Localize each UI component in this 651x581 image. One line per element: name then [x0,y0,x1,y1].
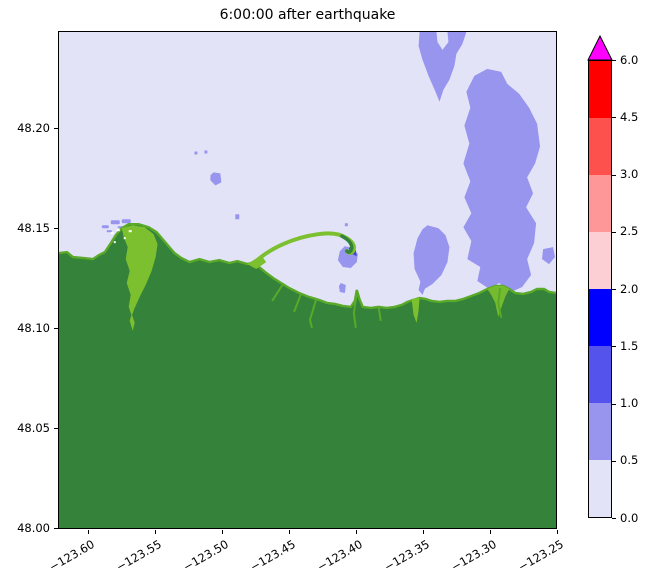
x-tick-label: −123.60 [46,537,97,575]
y-tick-label: 48.10 [17,320,50,335]
y-tick-mark [54,228,58,230]
y-tick-label: 48.00 [17,520,50,535]
colorbar-tick-label: 1.5 [620,338,639,353]
colorbar [588,60,612,518]
wave-speck-headland [106,230,112,233]
wave-patch-eastern-fragment [542,247,556,265]
colorbar-extend-triangle [587,35,613,61]
colorbar-tick-mark [612,518,616,520]
x-tick-label: −123.25 [515,537,566,575]
colorbar-tick-label: 1.0 [620,396,639,410]
colorbar-tick-label: 0.5 [620,453,639,468]
wave-speck-headland [117,226,124,229]
colorbar-segment [589,403,611,460]
x-tick-label: −123.50 [180,537,231,575]
colorbar-tick-mark [612,60,616,62]
x-tick-label: −123.40 [314,537,365,575]
wave-patch-small-offshore [210,172,222,186]
stream-finger [293,293,302,313]
wave-patch-large-eastern-plume [463,68,541,293]
colorbar-segment [589,289,611,346]
x-tick-mark [490,530,492,534]
sand-spit-hook [340,234,354,254]
stream-finger [308,299,317,329]
colorbar-tick-mark [612,231,616,233]
wave-speck [235,214,240,220]
wave-speck [344,223,348,227]
coastline-fringe [59,223,556,310]
x-tick-mark [356,530,358,534]
colorbar-tick-mark [612,460,616,462]
y-tick-mark [54,328,58,330]
stream-finger [497,287,503,319]
x-tick-mark [88,530,90,534]
wave-patch-north-channel-plume [418,32,467,102]
x-tick-mark [222,530,224,534]
colorbar-segment [589,232,611,289]
stream-finger [377,307,382,321]
colorbar-segment [589,346,611,403]
map-plot-area [58,31,557,529]
colorbar-tick-label: 2.5 [620,224,639,239]
y-tick-mark [54,128,58,130]
wave-patch-mid-bay-tail [418,280,426,295]
delta-tail [129,313,135,331]
white-speck [116,229,120,232]
wave-speck-headland [121,219,131,224]
x-tick-label: −123.45 [247,537,298,575]
colorbar-tick-mark [612,403,616,405]
stream-finger [271,283,284,302]
white-speck [123,237,126,240]
x-tick-mark [423,530,425,534]
wave-speck [194,151,198,155]
x-tick-label: −123.55 [113,537,164,575]
map-canvas [59,32,556,528]
stream-light [411,297,420,323]
colorbar-tick-mark [612,174,616,176]
colorbar-tick-label: 6.0 [620,52,639,67]
x-tick-mark [155,530,157,534]
white-speck [128,230,132,233]
wave-speck-headland [101,225,109,229]
wave-speck-headland [110,220,120,225]
colorbar-tick-mark [612,289,616,291]
colorbar-tick-label: 3.0 [620,167,639,181]
x-tick-label: −123.30 [448,537,499,575]
y-tick-mark [54,528,58,530]
plot-title: 6:00:00 after earthquake [219,7,396,23]
colorbar-segment [589,61,611,118]
colorbar-tick-mark [612,117,616,119]
colorbar-tick-mark [612,346,616,348]
stream-finger [352,293,358,328]
y-tick-label: 48.15 [17,220,50,235]
colorbar-segment [589,118,611,175]
y-tick-label: 48.20 [17,120,50,135]
x-tick-mark [557,530,559,534]
wave-patch-mid-bay [413,225,450,289]
white-speck [113,241,116,244]
white-speck [110,232,114,235]
y-tick-label: 48.05 [17,420,50,435]
colorbar-segment [589,460,611,517]
colorbar-segment [589,175,611,232]
colorbar-tick-label: 0.0 [620,510,639,525]
x-tick-mark [289,530,291,534]
wave-speck [204,150,208,154]
delta-light-green [121,225,158,316]
colorbar-tick-label: 4.5 [620,109,639,124]
land-mass [59,224,556,528]
x-tick-label: −123.35 [381,537,432,575]
wave-patch-below-lagoon [338,282,346,293]
y-tick-mark [54,428,58,430]
colorbar-tick-label: 2.0 [620,281,639,296]
